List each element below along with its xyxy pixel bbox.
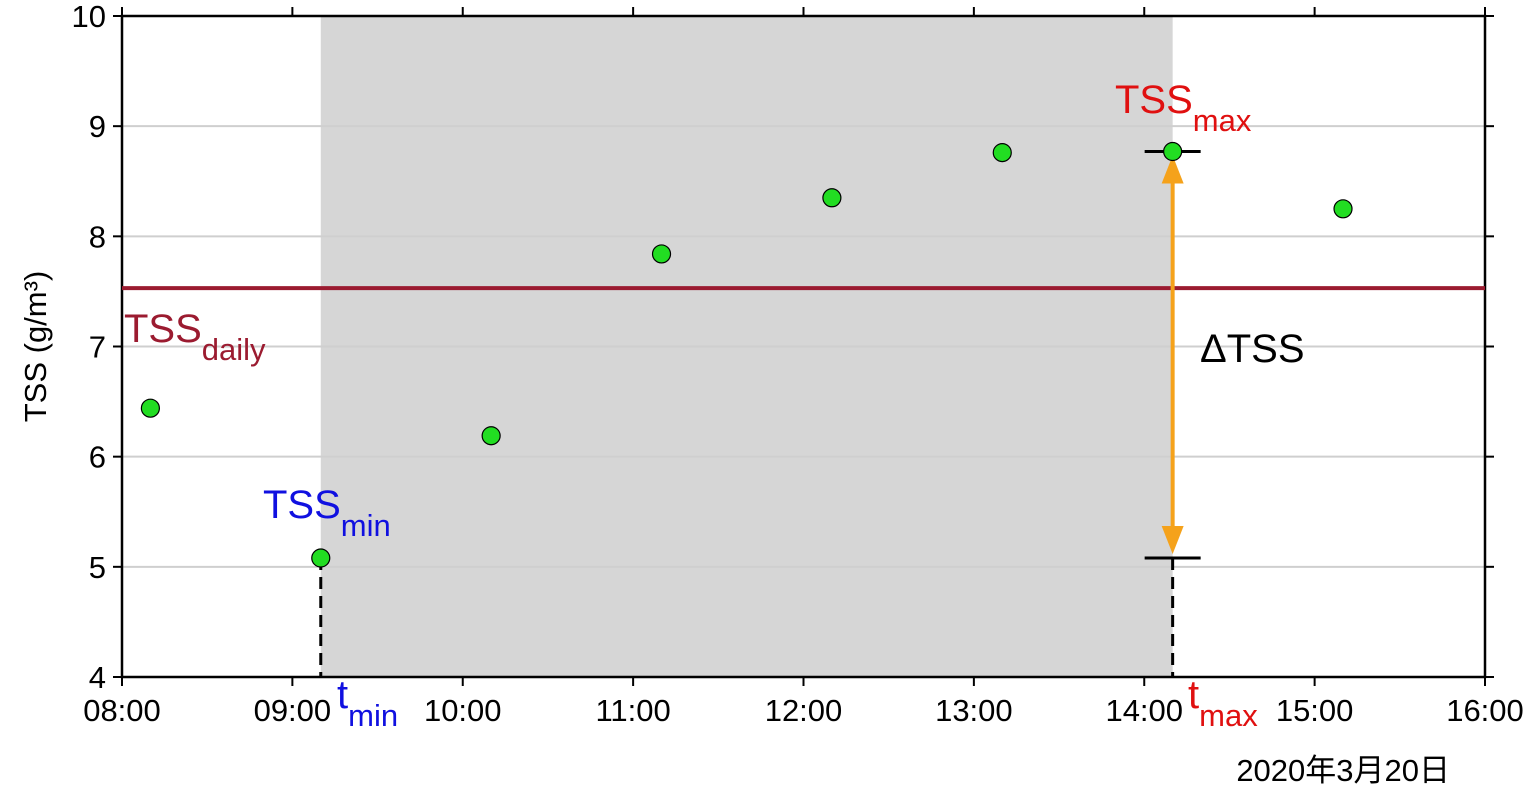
data-point: [1333, 199, 1353, 219]
arrow-head: [1161, 526, 1184, 555]
data-point: [140, 398, 160, 418]
y-tick-label: 10: [72, 0, 106, 34]
x-tick-label: 13:00: [935, 693, 1013, 728]
annotation-text: TSS: [1115, 78, 1193, 122]
annotation: TSSdaily: [124, 307, 266, 367]
annotation-text: t: [337, 673, 348, 717]
data-point: [1163, 141, 1183, 162]
annotation-sub: max: [1199, 698, 1258, 733]
x-tick-label: 12:00: [765, 693, 843, 728]
x-tick-label: 16:00: [1446, 693, 1524, 728]
x-tick-label: 10:00: [424, 693, 502, 728]
annotation-sub: max: [1193, 103, 1252, 138]
y-axis-label: TSS (g/m³): [18, 271, 53, 423]
y-tick-label: 8: [89, 219, 106, 254]
data-point: [481, 426, 501, 446]
date-label: 2020年3月20日: [1236, 753, 1450, 788]
annotation-text: TSS: [124, 307, 202, 351]
annotation-sub: min: [348, 698, 398, 733]
data-point: [822, 188, 842, 208]
annotation: TSSmin: [263, 483, 391, 543]
annotation-sub: daily: [202, 332, 266, 367]
data-point: [651, 244, 672, 264]
x-tick-label: 15:00: [1276, 693, 1354, 728]
y-tick-label: 6: [89, 440, 106, 475]
annotation: tmax: [1188, 673, 1258, 733]
x-tick-label: 11:00: [595, 693, 670, 728]
y-tick-label: 4: [89, 660, 106, 695]
delta-label: ΔTSS: [1200, 327, 1305, 371]
annotation: tmin: [337, 673, 398, 733]
y-tick-label: 7: [89, 330, 106, 365]
annotation-text: t: [1188, 673, 1199, 717]
data-point: [311, 548, 331, 568]
x-tick-label: 14:00: [1105, 693, 1183, 728]
data-point: [992, 143, 1012, 163]
annotation-sub: min: [341, 508, 391, 543]
annotation-text: TSS: [263, 483, 341, 527]
x-tick-label: 09:00: [254, 693, 332, 728]
y-tick-label: 5: [89, 550, 106, 585]
y-tick-label: 9: [89, 109, 106, 144]
plot-frame: [120, 14, 1487, 679]
arrow-head: [1161, 155, 1184, 184]
x-tick-label: 08:00: [83, 693, 161, 728]
annotation: TSSmax: [1115, 78, 1252, 138]
